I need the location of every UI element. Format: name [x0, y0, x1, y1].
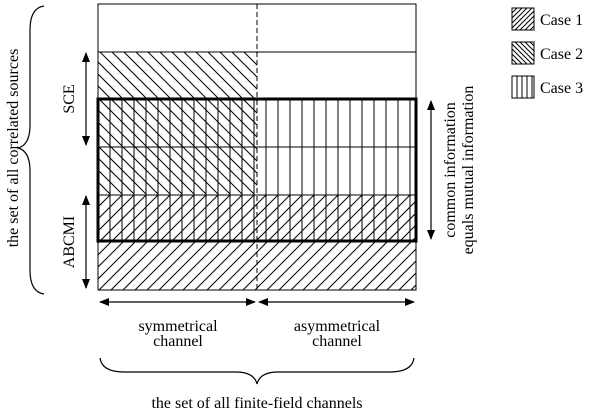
legend-label-case1: Case 1	[540, 12, 583, 29]
hatch-line	[512, 48, 528, 64]
abcmi-label: ABCMI	[61, 216, 78, 268]
hatch-line	[514, 10, 534, 30]
legend-item-case1: Case 1	[511, 7, 583, 31]
hatch-line	[243, 52, 257, 66]
mutual-information-label: equals mutual information	[460, 86, 477, 255]
bottom-brace	[99, 357, 415, 385]
hatch-line	[388, 52, 530, 194]
hatch-line	[219, 52, 257, 90]
hatch-line	[512, 8, 523, 19]
asymmetrical-label-line1: asymmetrical	[294, 318, 381, 335]
hatch-line	[255, 52, 257, 54]
case3-hatch-region	[109, 99, 411, 241]
hatch-line	[183, 52, 257, 126]
hatch-line	[524, 42, 534, 52]
symmetrical-label-line2: channel	[153, 333, 203, 350]
legend-item-case3: Case 3	[511, 75, 583, 99]
hatch-line	[147, 52, 257, 162]
left-brace	[17, 5, 45, 295]
hatch-line	[495, 195, 590, 290]
hatch-line	[483, 195, 578, 290]
hatch-line	[98, 97, 195, 194]
hatch-line	[98, 145, 147, 194]
hatch-line	[123, 52, 257, 186]
symmetrical-label-line1: symmetrical	[138, 318, 218, 335]
correlated-sources-label: the set of all correlated sources	[5, 49, 22, 248]
legend-label-case2: Case 2	[540, 46, 583, 63]
hatch-line	[98, 195, 123, 220]
hatch-line	[159, 52, 257, 150]
legend-label-case3: Case 3	[540, 80, 583, 97]
hatch-line	[99, 52, 243, 194]
hatch-line	[512, 8, 518, 14]
common-information-label: common information	[442, 102, 459, 238]
asymmetrical-label-line2: channel	[312, 333, 362, 350]
hatch-line	[512, 53, 523, 64]
hatch-line	[364, 52, 506, 194]
hatch-line	[519, 15, 534, 30]
hatch-line	[471, 195, 566, 290]
hatch-line	[386, 260, 416, 290]
hatch-line	[512, 58, 518, 64]
legend: Case 1 Case 2 Case 3	[511, 7, 583, 99]
legend-swatch-case3	[511, 75, 535, 99]
hatch-line	[512, 63, 513, 64]
hatch-line	[292, 52, 434, 194]
hatch-line	[98, 61, 231, 194]
hatch-line	[98, 109, 183, 194]
hatch-line	[268, 52, 410, 194]
hatch-line	[512, 43, 533, 64]
finite-field-channels-label: the set of all finite-field channels	[151, 395, 362, 412]
hatch-line	[98, 133, 159, 194]
hatch-line	[512, 8, 528, 24]
sce-label: SCE	[61, 84, 78, 113]
hatch-line	[514, 42, 534, 62]
legend-swatch-case2	[511, 41, 535, 65]
hatch-line	[195, 52, 257, 114]
hatch-line	[135, 52, 257, 174]
common-information-box	[96, 97, 418, 243]
hatch-line	[171, 52, 257, 138]
hatch-line	[304, 52, 446, 194]
hatch-line	[524, 20, 534, 30]
hatch-line	[512, 8, 513, 9]
hatch-line	[316, 52, 458, 194]
hatch-line	[207, 52, 257, 102]
hatch-line	[280, 52, 422, 194]
hatch-line	[98, 195, 135, 232]
hatch-line	[398, 272, 416, 290]
hatch-line	[519, 42, 534, 57]
hatch-line	[98, 85, 207, 194]
hatch-line	[374, 248, 416, 290]
hatch-line	[507, 195, 600, 290]
legend-item-case2: Case 2	[511, 41, 583, 65]
legend-swatch-case1	[511, 7, 535, 31]
hatch-line	[231, 52, 257, 78]
hatch-line	[111, 52, 255, 194]
hatch-line	[512, 8, 533, 29]
